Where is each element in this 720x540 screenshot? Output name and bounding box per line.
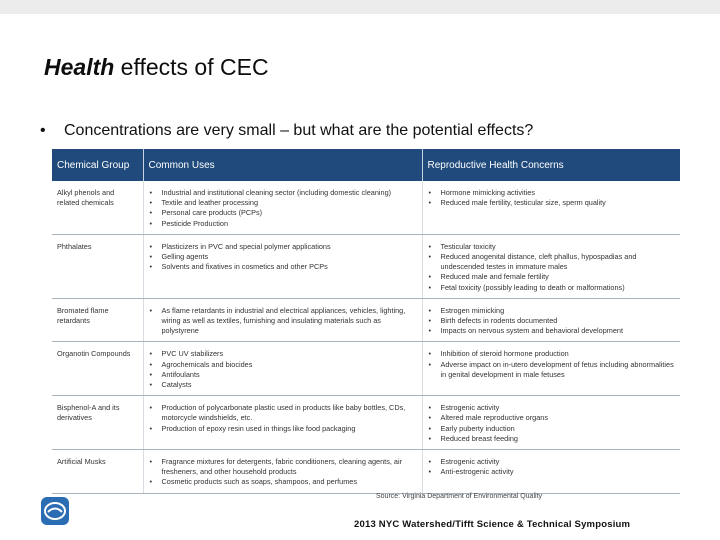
table-row: Phthalates Plasticizers in PVC and specia…	[52, 234, 680, 299]
health-concerns-list: Estrogenic activityAnti-estrogenic activ…	[428, 457, 676, 478]
list-item: Birth defects in rodents documented	[428, 316, 676, 326]
list-item: PVC UV stabilizers	[149, 349, 417, 359]
list-item: Reduced male and female fertility	[428, 272, 676, 282]
list-item: Reduced breast feeding	[428, 434, 676, 444]
list-item: Gelling agents	[149, 252, 417, 262]
list-item: Estrogenic activity	[428, 403, 676, 413]
list-item: Pesticide Production	[149, 219, 417, 229]
list-item: Textile and leather processing	[149, 198, 417, 208]
common-uses-cell: Fragrance mixtures for detergents, fabri…	[142, 449, 422, 494]
list-item: Solvents and fixatives in cosmetics and …	[149, 262, 417, 272]
common-uses-list: PVC UV stabilizersAgrochemicals and bioc…	[149, 349, 417, 390]
list-item: Adverse impact on in-utero development o…	[428, 360, 676, 380]
health-concerns-cell: Estrogenic activityAltered male reproduc…	[421, 395, 680, 451]
header-chemical-group: Chemical Group	[52, 149, 144, 181]
health-concerns-list: Testicular toxicityReduced anogenital di…	[428, 242, 676, 293]
table-row: Bisphenol-A and its derivatives Productio…	[52, 395, 680, 451]
table-row: Alkyl phenols and related chemicals Indus…	[52, 181, 680, 235]
organization-logo-icon	[41, 497, 69, 525]
header-reproductive-concerns: Reproductive Health Concerns	[422, 149, 680, 181]
table-row: Bromated flame retardantsAs flame retard…	[52, 298, 680, 343]
common-uses-list: As flame retardants in industrial and el…	[149, 306, 417, 337]
list-item: As flame retardants in industrial and el…	[149, 306, 417, 337]
chemical-group-cell: Alkyl phenols and related chemicals	[52, 181, 143, 235]
table-header-row: Chemical Group Common Uses Reproductive …	[52, 149, 680, 181]
list-item: Hormone mimicking activities	[428, 188, 676, 198]
list-item: Antifoulants	[149, 370, 417, 380]
list-item: Cosmetic products such as soaps, shampoo…	[149, 477, 417, 487]
table-row: Organotin CompoundsPVC UV stabilizersAgr…	[52, 341, 680, 397]
common-uses-list: Fragrance mixtures for detergents, fabri…	[149, 457, 417, 488]
list-item: Fragrance mixtures for detergents, fabri…	[149, 457, 417, 477]
common-uses-cell: Industrial and institutional cleaning se…	[142, 181, 422, 235]
common-uses-cell: Plasticizers in PVC and special polymer …	[142, 234, 422, 299]
list-item: Reduced anogenital distance, cleft phall…	[428, 252, 676, 272]
list-item: Altered male reproductive organs	[428, 413, 676, 423]
title-bold: Health	[44, 54, 115, 80]
common-uses-list: Industrial and institutional cleaning se…	[149, 188, 417, 229]
table-body: Alkyl phenols and related chemicals Indus…	[52, 181, 680, 494]
chemical-group-cell: Phthalates	[52, 234, 143, 299]
chemical-group-cell: Artificial Musks	[52, 449, 143, 494]
list-item: Anti-estrogenic activity	[428, 467, 676, 477]
list-item: Impacts on nervous system and behavioral…	[428, 326, 676, 336]
health-concerns-list: Inhibition of steroid hormone production…	[428, 349, 676, 380]
list-item: Plasticizers in PVC and special polymer …	[149, 242, 417, 252]
list-item: Production of epoxy resin used in things…	[149, 424, 417, 434]
table-row: Artificial Musks Fragrance mixtures for d…	[52, 449, 680, 494]
health-concerns-cell: Hormone mimicking activitiesReduced male…	[421, 181, 680, 235]
health-concerns-cell: Estrogen mimickingBirth defects in roden…	[421, 298, 680, 343]
health-concerns-cell: Estrogenic activityAnti-estrogenic activ…	[421, 449, 680, 494]
health-concerns-list: Estrogenic activityAltered male reproduc…	[428, 403, 676, 444]
health-concerns-cell: Testicular toxicityReduced anogenital di…	[421, 234, 680, 299]
list-item: Agrochemicals and biocides	[149, 360, 417, 370]
title-rest: effects of CEC	[114, 54, 269, 80]
main-bullet: • Concentrations are very small – but wha…	[40, 122, 533, 140]
list-item: Early puberty induction	[428, 424, 676, 434]
list-item: Fetal toxicity (possibly leading to deat…	[428, 283, 676, 293]
header-common-uses: Common Uses	[143, 149, 423, 181]
bullet-dot: •	[40, 122, 46, 139]
list-item: Catalysts	[149, 380, 417, 390]
chemical-group-cell: Bisphenol-A and its derivatives	[52, 395, 143, 451]
effects-table: Chemical Group Common Uses Reproductive …	[52, 149, 680, 494]
common-uses-cell: As flame retardants in industrial and el…	[142, 298, 422, 343]
list-item: Reduced male fertility, testicular size,…	[428, 198, 676, 208]
common-uses-cell: PVC UV stabilizersAgrochemicals and bioc…	[142, 341, 422, 397]
health-concerns-list: Estrogen mimickingBirth defects in roden…	[428, 306, 676, 337]
bullet-text: Concentrations are very small – but what…	[64, 122, 534, 139]
chemical-group-cell: Bromated flame retardants	[52, 298, 143, 343]
footer-symposium: 2013 NYC Watershed/Tifft Science & Techn…	[354, 519, 631, 530]
page-title: Health effects of CEC	[44, 54, 269, 81]
list-item: Testicular toxicity	[428, 242, 676, 252]
top-band	[0, 0, 720, 14]
list-item: Inhibition of steroid hormone production	[428, 349, 676, 359]
common-uses-list: Production of polycarbonate plastic used…	[149, 403, 417, 434]
health-concerns-list: Hormone mimicking activitiesReduced male…	[428, 188, 676, 209]
list-item: Industrial and institutional cleaning se…	[149, 188, 417, 198]
common-uses-cell: Production of polycarbonate plastic used…	[142, 395, 422, 451]
list-item: Estrogenic activity	[428, 457, 676, 467]
chemical-group-cell: Organotin Compounds	[52, 341, 143, 397]
source-note: Source: Virginia Department of Environme…	[376, 493, 543, 500]
list-item: Personal care products (PCPs)	[149, 208, 417, 218]
common-uses-list: Plasticizers in PVC and special polymer …	[149, 242, 417, 273]
list-item: Estrogen mimicking	[428, 306, 676, 316]
list-item: Production of polycarbonate plastic used…	[149, 403, 417, 423]
health-concerns-cell: Inhibition of steroid hormone production…	[421, 341, 680, 397]
